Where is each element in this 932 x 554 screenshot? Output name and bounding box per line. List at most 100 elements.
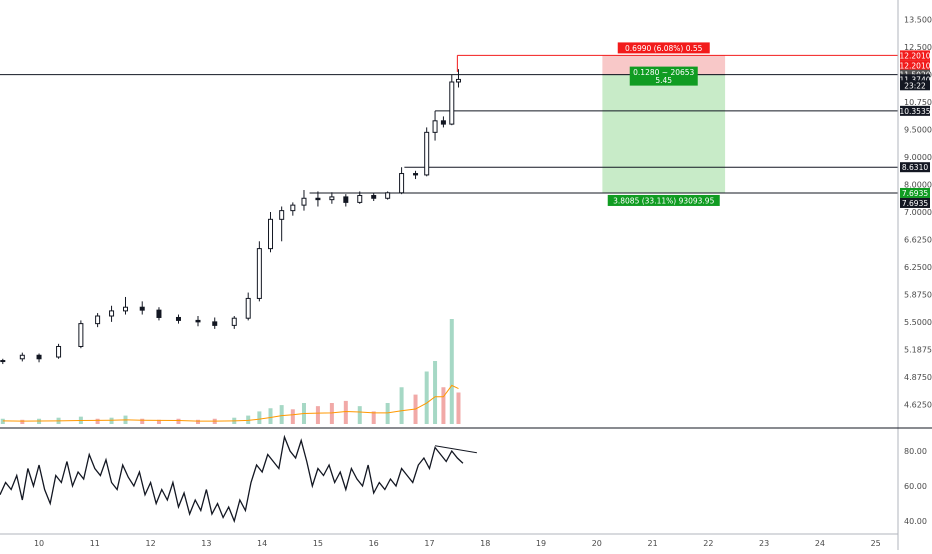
candle-body [256,248,262,299]
candle-body [279,210,285,220]
volume-bar [257,411,262,424]
volume-bar [371,411,376,424]
price-tag-bg [900,187,930,198]
volume-ma-line [2,384,459,422]
candle-body [315,197,321,201]
candle-body [231,317,237,326]
volume-bar [246,415,251,424]
candle-body [122,306,128,312]
volume-bars [0,319,461,424]
volume-bar [424,371,429,424]
time-tick-label: 20 [592,539,602,548]
volume-bar [343,400,348,424]
price-tag-label: 12.2010 [899,61,930,70]
candle-body [357,195,363,203]
price-tag-label: 23:22 [904,81,926,90]
candle-body [371,195,377,199]
rsi-line [0,434,464,524]
price-tick-label: 5.5000 [904,318,932,327]
candle-body [109,310,115,317]
stop-label-bg [617,42,710,54]
price-tick-label: 13.5000 [904,16,932,25]
target-label-bg [607,194,720,206]
price-tick-label: 5.8750 [904,290,932,299]
target-label: 3.8085 (33.11%) 93093.95 [613,196,714,205]
take-profit-zone [602,74,726,193]
volume-bar [20,419,25,424]
time-tick-label: 24 [815,539,825,548]
price-tick-label: 5.1875 [904,345,932,354]
price-tag-label: 10.3535 [899,107,930,116]
rsi-panel [0,434,477,524]
entry-label-line1: 0.1280 ~ 20653 [633,68,694,77]
candle-body [139,306,145,311]
candle-body [290,204,296,212]
price-tag-label: 7.6935 [902,189,928,198]
candle-body [301,197,307,206]
candle-body [195,319,201,323]
candle-body [56,345,62,358]
volume-bar [399,387,404,424]
candlesticks [0,69,461,365]
volume-bar [315,406,320,424]
time-tick-label: 12 [146,539,156,548]
price-tag-bg [900,50,930,61]
volume-bar [290,409,295,424]
candle-body [455,78,461,83]
time-tick-label: 13 [201,539,211,548]
candle-body [385,192,391,199]
time-tick-label: 25 [871,539,881,548]
price-tick-label: 4.8750 [904,373,932,382]
time-tick-label: 11 [90,539,100,548]
candle-body [95,315,101,325]
price-tag-bg [900,74,930,85]
time-tick-label: 17 [424,539,434,548]
candle-body [156,309,162,318]
time-tick-label: 23 [759,539,769,548]
price-tag-label: 12.2010 [899,51,930,60]
candle-body [212,321,218,326]
volume-bar [441,387,446,424]
price-tag-bg [900,197,930,208]
volume-bar [456,392,461,424]
price-tag-bg [900,60,930,71]
volume-bar [176,418,181,424]
rsi-tick-label: 80.00 [904,447,927,456]
price-tick-label: 12.5000 [904,43,932,52]
time-tick-label: 18 [480,539,490,548]
candle-body [268,218,274,250]
candle-body [424,131,430,176]
price-tag-label: 8.6310 [902,163,928,172]
entry-label-line2: 5.45 [655,76,672,85]
candle-body [245,297,251,319]
candle-body [413,173,419,176]
volume-bar [385,403,390,424]
price-tag-label: 7.6935 [902,199,928,208]
candle-body [329,196,335,201]
price-tick-label: 7.0000 [904,208,932,217]
volume-bar [357,406,362,424]
candle-body [449,81,455,125]
price-tick-label: 9.5000 [904,126,932,135]
volume-bar [156,419,161,424]
price-tick-label: 4.6250 [904,400,932,409]
candle-body [36,354,42,360]
candle-body [78,323,84,347]
stop-label: 0.6990 (6.08%) 0.55 [625,44,703,53]
candle-body [0,360,6,363]
candle-body [19,354,25,360]
volume-bar [279,405,284,424]
price-tick-label: 6.6250 [904,235,932,244]
price-tick-label: 10.7500 [904,98,932,107]
time-tick-label: 10 [34,539,44,548]
price-tags: 12.201012.201011.502011.374023:2210.3535… [899,50,931,208]
entry-label-bg [629,66,698,86]
time-tick-label: 16 [369,539,379,548]
price-tick-label: 8.0000 [904,181,932,190]
volume-bar [268,408,273,424]
candle-body [343,196,349,203]
